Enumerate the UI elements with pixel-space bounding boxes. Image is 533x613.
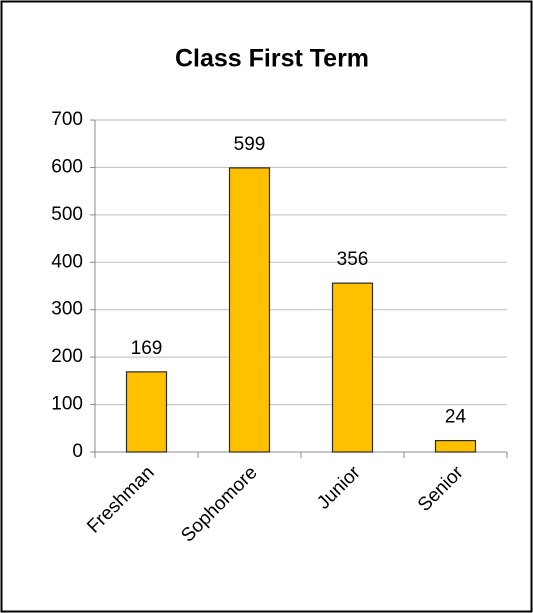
data-label: 24 bbox=[445, 407, 467, 428]
data-label: 356 bbox=[337, 249, 369, 270]
bar bbox=[125, 371, 168, 453]
y-tick-label: 600 bbox=[51, 156, 83, 177]
chart-title: Class First Term bbox=[175, 45, 369, 73]
bar bbox=[434, 440, 477, 453]
bar bbox=[228, 167, 271, 453]
y-tick-label: 100 bbox=[51, 394, 83, 415]
y-tick-label: 500 bbox=[51, 204, 83, 225]
y-tick-label: 700 bbox=[51, 109, 83, 130]
data-label: 169 bbox=[131, 338, 163, 359]
y-tick-label: 0 bbox=[72, 441, 83, 462]
bar bbox=[331, 282, 374, 453]
y-tick-label: 400 bbox=[51, 251, 83, 272]
y-tick-label: 200 bbox=[51, 346, 83, 367]
data-label: 599 bbox=[234, 134, 266, 155]
y-tick-label: 300 bbox=[51, 299, 83, 320]
